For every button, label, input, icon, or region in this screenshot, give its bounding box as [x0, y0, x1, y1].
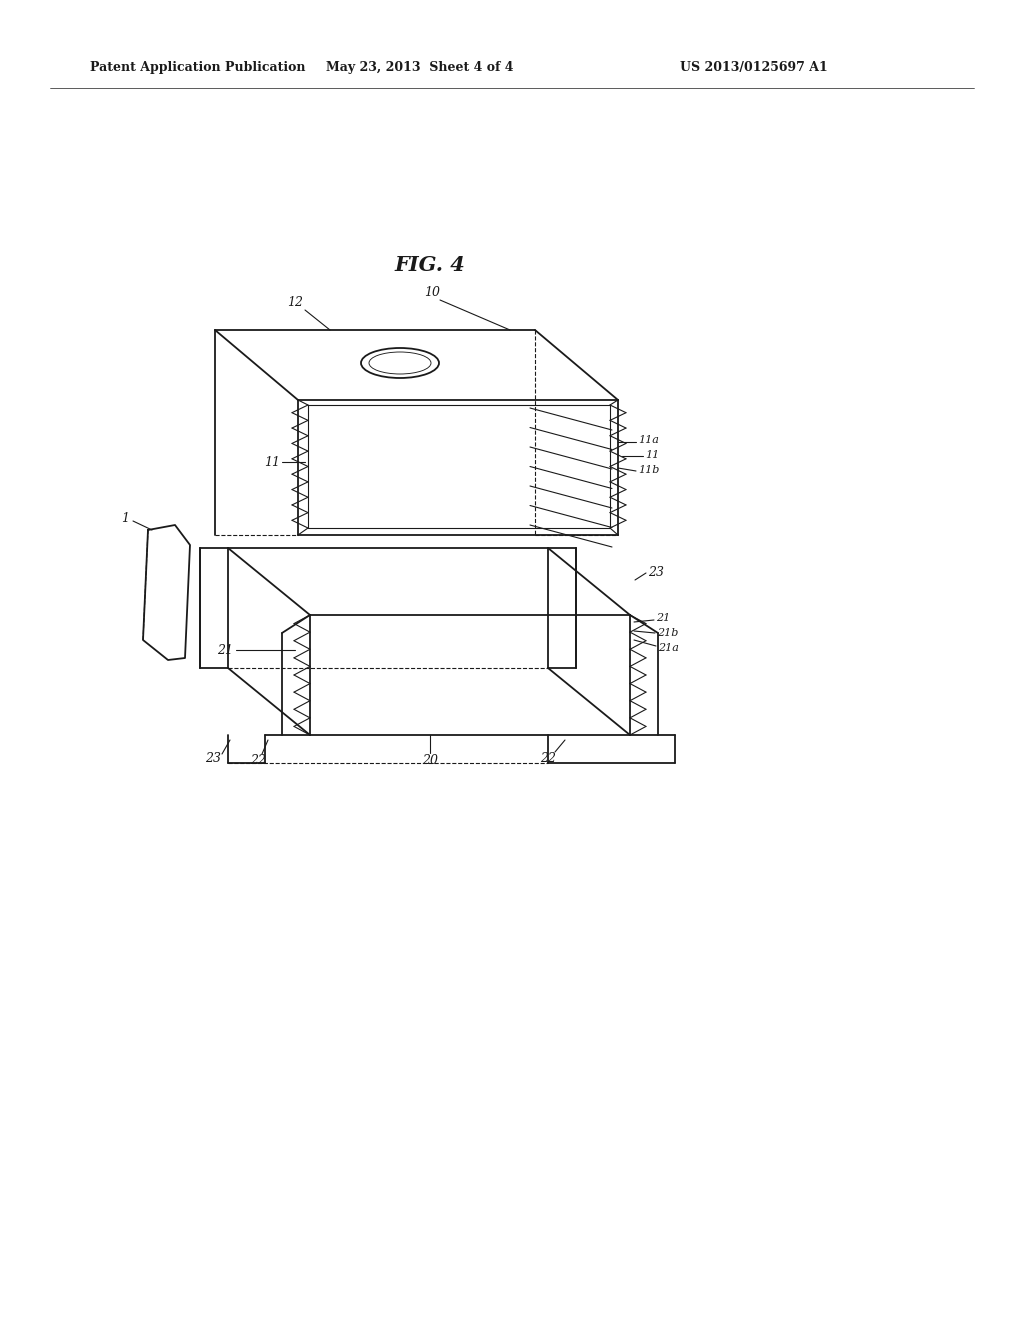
Text: 1: 1: [121, 511, 129, 524]
Text: Patent Application Publication: Patent Application Publication: [90, 62, 305, 74]
Text: 20: 20: [422, 754, 438, 767]
Text: 23: 23: [648, 565, 664, 578]
Text: 21a: 21a: [658, 643, 679, 653]
Text: 11b: 11b: [638, 465, 659, 475]
Text: US 2013/0125697 A1: US 2013/0125697 A1: [680, 62, 827, 74]
Text: 22: 22: [250, 754, 266, 767]
Text: May 23, 2013  Sheet 4 of 4: May 23, 2013 Sheet 4 of 4: [327, 62, 514, 74]
Text: 10: 10: [424, 285, 440, 298]
Text: 11: 11: [264, 455, 280, 469]
Text: 11a: 11a: [638, 436, 658, 445]
Text: 22: 22: [540, 751, 556, 764]
Text: 21b: 21b: [657, 628, 678, 638]
Text: 21: 21: [656, 612, 671, 623]
Text: 21: 21: [217, 644, 233, 656]
Text: 23: 23: [205, 751, 221, 764]
Text: 11: 11: [645, 450, 659, 459]
Text: 12: 12: [287, 297, 303, 309]
Text: FIG. 4: FIG. 4: [394, 255, 465, 275]
